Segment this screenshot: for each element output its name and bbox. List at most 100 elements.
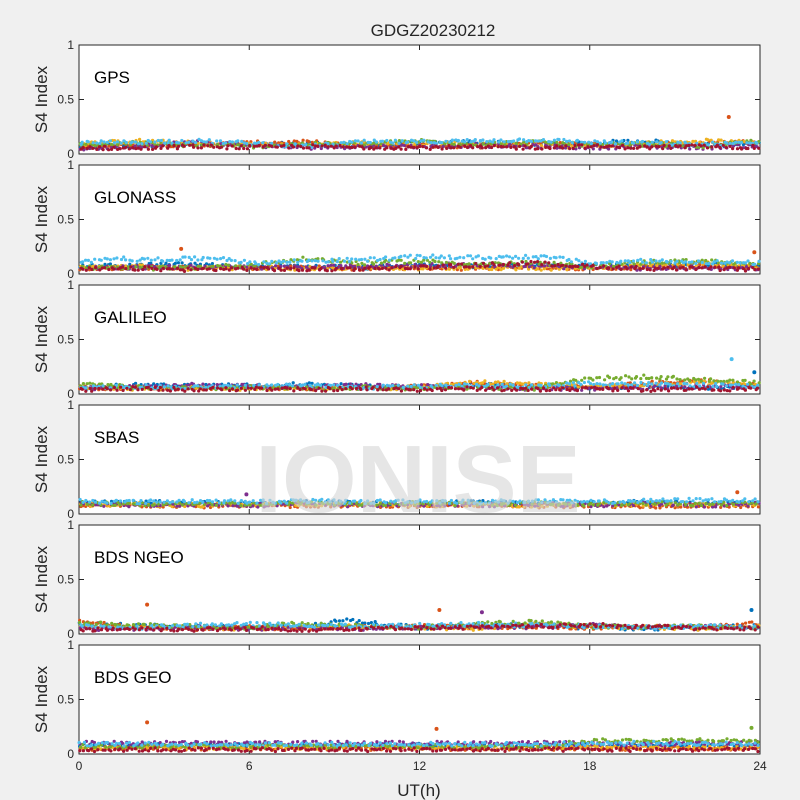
data-point xyxy=(391,383,395,388)
data-point xyxy=(292,139,296,143)
data-point xyxy=(589,142,594,146)
data-point xyxy=(711,384,715,388)
data-point xyxy=(694,267,698,272)
data-point xyxy=(626,146,630,150)
data-point xyxy=(522,138,526,142)
data-point xyxy=(161,144,165,148)
data-point xyxy=(124,140,128,145)
data-point xyxy=(625,267,629,271)
data-point xyxy=(522,140,526,144)
data-point xyxy=(667,389,671,393)
data-point xyxy=(318,383,323,387)
data-point xyxy=(641,260,645,264)
data-point xyxy=(724,145,728,150)
data-point xyxy=(567,142,571,147)
data-point xyxy=(296,260,300,264)
outlier-point xyxy=(752,250,757,255)
data-point xyxy=(639,384,643,388)
data-point xyxy=(678,266,682,270)
data-point xyxy=(628,260,632,265)
data-point xyxy=(282,143,286,147)
data-point xyxy=(108,139,112,143)
data-point xyxy=(480,385,484,390)
data-point xyxy=(377,267,381,271)
data-point xyxy=(536,147,540,151)
data-point xyxy=(363,263,367,267)
data-point xyxy=(626,141,630,145)
data-point xyxy=(659,388,663,392)
data-point xyxy=(107,148,111,152)
data-point xyxy=(725,141,729,145)
data-point xyxy=(743,269,748,273)
data-point xyxy=(341,145,345,149)
data-point xyxy=(706,143,710,147)
data-point xyxy=(752,379,756,383)
data-point xyxy=(675,259,679,263)
data-point xyxy=(236,139,240,143)
data-point xyxy=(672,265,676,269)
y-axis-label: S4 Index xyxy=(32,185,51,253)
data-point xyxy=(267,267,271,271)
data-point xyxy=(166,388,170,392)
data-point xyxy=(419,264,423,268)
data-point xyxy=(112,141,116,145)
data-point xyxy=(703,376,707,380)
data-point xyxy=(224,262,228,267)
data-point xyxy=(84,268,88,272)
y-tick-label: 0.5 xyxy=(57,93,74,107)
data-point xyxy=(650,379,654,383)
data-point xyxy=(239,144,243,148)
data-point xyxy=(517,266,522,270)
data-point xyxy=(372,141,376,145)
data-point xyxy=(429,141,433,145)
data-point xyxy=(607,141,611,145)
data-point xyxy=(246,386,250,390)
data-point xyxy=(639,377,643,381)
data-point xyxy=(582,380,587,385)
data-point xyxy=(463,144,467,148)
data-point xyxy=(105,140,109,144)
data-point xyxy=(475,388,479,392)
data-point xyxy=(734,382,738,386)
data-point xyxy=(381,143,385,147)
data-point xyxy=(93,144,97,148)
data-point xyxy=(682,381,686,386)
data-point xyxy=(517,263,521,267)
data-point xyxy=(455,256,459,260)
data-point xyxy=(556,262,560,267)
data-point xyxy=(381,383,385,387)
data-point xyxy=(285,260,289,264)
data-point xyxy=(527,139,531,143)
data-point xyxy=(159,261,163,265)
data-point xyxy=(603,141,608,145)
data-point xyxy=(631,386,635,390)
data-point xyxy=(746,259,750,263)
data-point xyxy=(248,260,252,264)
data-point xyxy=(469,144,473,148)
data-point xyxy=(632,141,636,145)
data-point xyxy=(614,376,618,380)
data-point xyxy=(471,386,475,390)
data-point xyxy=(577,143,581,147)
data-point xyxy=(464,265,468,269)
data-point xyxy=(488,139,492,143)
data-point xyxy=(534,139,538,143)
data-point xyxy=(101,148,105,152)
data-point xyxy=(714,382,718,386)
data-point xyxy=(378,146,382,150)
data-point xyxy=(193,384,197,388)
data-point xyxy=(593,139,597,143)
data-point xyxy=(291,145,295,149)
data-point xyxy=(755,386,760,390)
data-point xyxy=(178,268,182,272)
data-point xyxy=(242,141,246,145)
data-point xyxy=(731,144,736,148)
data-point xyxy=(603,378,607,382)
data-point xyxy=(150,266,154,270)
data-point xyxy=(574,147,578,151)
data-point xyxy=(571,264,575,269)
data-point xyxy=(567,139,572,143)
data-point xyxy=(277,266,281,270)
data-point xyxy=(84,258,88,262)
